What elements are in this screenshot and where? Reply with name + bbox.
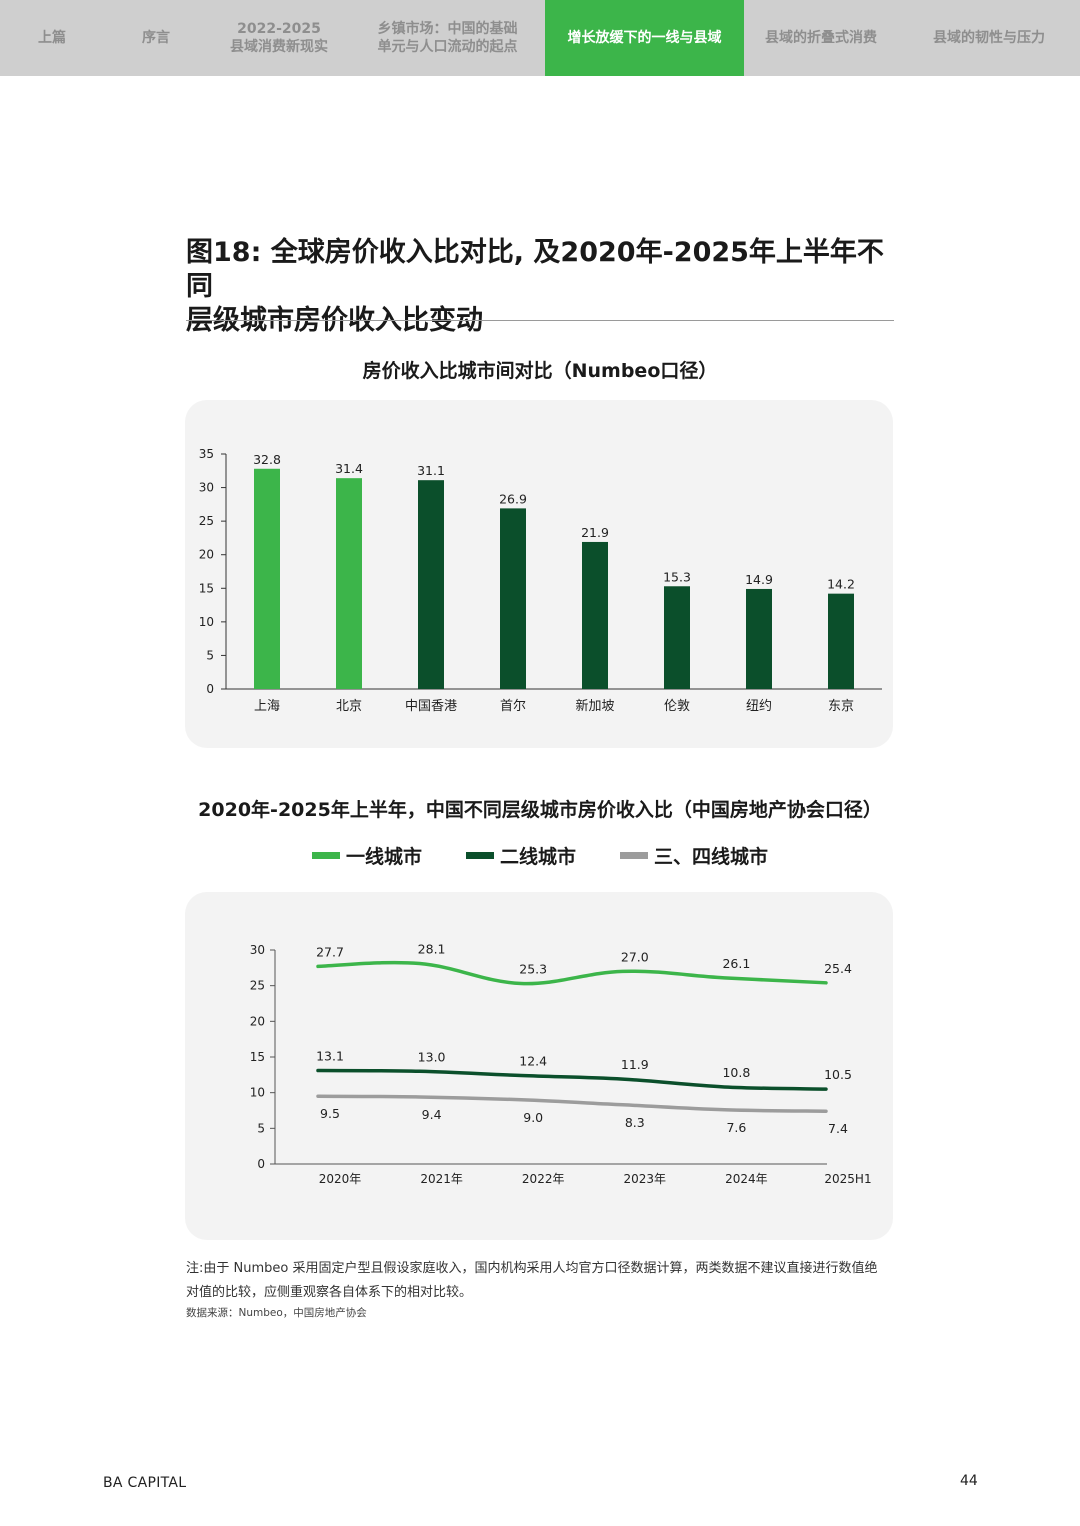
- tab-county-consumption-reality[interactable]: 2022-2025 县域消费新现实: [230, 21, 328, 55]
- point-value-label: 26.1: [722, 956, 750, 971]
- tab-tier1-and-county[interactable]: 增长放缓下的一线与县域: [545, 0, 744, 76]
- y-tick-label: 20: [199, 548, 214, 562]
- x-category-label: 2023年: [624, 1172, 667, 1186]
- bar: [418, 480, 444, 689]
- legend-swatch-tier3-4: [620, 851, 648, 859]
- page-number: 44: [960, 1473, 978, 1489]
- x-category-label: 2020年: [319, 1172, 362, 1186]
- bar-value-label: 31.4: [335, 461, 363, 476]
- legend-item-tier3-4: 三、四线城市: [620, 842, 768, 869]
- x-category-label: 2025H1: [824, 1172, 871, 1186]
- x-category-label: 2024年: [725, 1172, 768, 1186]
- point-value-label: 10.5: [824, 1067, 852, 1082]
- x-category-label: 2022年: [522, 1172, 565, 1186]
- figure-title: 图18: 全球房价收入比对比, 及2020年-2025年上半年不同 层级城市房价…: [186, 237, 884, 336]
- point-value-label: 28.1: [418, 942, 446, 957]
- point-value-label: 8.3: [625, 1115, 645, 1130]
- line-chart: 0 5 10 15 20 25 30 2020年 2021年 2022年 2023年 2024年 202…: [250, 942, 872, 1186]
- y-tick-label: 30: [250, 943, 265, 957]
- line-chart-panel: 0 5 10 15 20 25 30 2020年 2021年 2022年 2023年 2024年 202…: [185, 892, 893, 1240]
- x-category-label: 2021年: [420, 1172, 463, 1186]
- x-category-label: 上海: [254, 699, 280, 714]
- point-value-label: 11.9: [621, 1057, 649, 1072]
- point-value-label: 10.8: [722, 1065, 750, 1080]
- point-value-label: 25.4: [824, 961, 852, 976]
- point-value-label: 9.5: [320, 1106, 340, 1121]
- brand-logo-text: BA CAPITAL: [103, 1475, 187, 1491]
- x-category-label: 北京: [336, 699, 362, 714]
- bar: [254, 468, 280, 689]
- y-tick-label: 0: [206, 682, 214, 696]
- bar: [828, 593, 854, 689]
- y-tick-label: 25: [250, 979, 265, 993]
- x-category-label: 中国香港: [405, 699, 457, 714]
- bar-value-label: 32.8: [253, 452, 281, 467]
- point-value-label: 9.4: [422, 1107, 442, 1122]
- point-value-label: 9.0: [523, 1110, 543, 1125]
- bar-chart-panel: 0 5 10 15 20 25 30 35 32.8 上海 31.4 北京 31.1 中国香港 26.9 首尔…: [185, 400, 893, 748]
- y-tick-label: 15: [199, 581, 214, 595]
- y-tick-label: 15: [250, 1050, 265, 1064]
- tab-preface[interactable]: 序言: [142, 30, 170, 46]
- title-divider: [186, 320, 894, 321]
- point-value-label: 13.1: [316, 1049, 344, 1064]
- point-value-label: 25.3: [519, 962, 547, 977]
- series-line: [316, 1094, 828, 1113]
- legend-label-tier2: 二线城市: [499, 845, 576, 868]
- tab-township-market[interactable]: 乡镇市场：中国的基础 单元与人口流动的起点: [377, 21, 518, 55]
- y-tick-label: 35: [199, 447, 214, 461]
- series-line: [316, 1068, 828, 1091]
- bar-value-label: 15.3: [663, 569, 691, 584]
- point-value-label: 7.6: [726, 1120, 746, 1135]
- y-tick-label: 10: [199, 615, 214, 629]
- bar: [664, 586, 690, 689]
- y-tick-label: 5: [206, 648, 214, 662]
- tab-resilience-and-pressure[interactable]: 县域的韧性与压力: [933, 30, 1045, 46]
- point-value-label: 27.0: [621, 949, 649, 964]
- bar-value-label: 14.9: [745, 572, 773, 587]
- legend-item-tier2: 二线城市: [465, 842, 576, 869]
- bar-value-label: 31.1: [417, 463, 445, 478]
- tab-folded-consumption[interactable]: 县域的折叠式消费: [765, 30, 877, 46]
- point-value-label: 27.7: [316, 944, 344, 959]
- bar: [582, 541, 608, 689]
- footnote: 注:由于 Numbeo 采用固定户型且假设家庭收入，国内机构采用人均官方口径数据…: [186, 1261, 878, 1300]
- bar: [336, 478, 362, 689]
- y-tick-label: 30: [199, 481, 214, 495]
- point-value-label: 12.4: [519, 1054, 547, 1069]
- line-chart-legend: 一线城市 二线城市 三、四线城市: [186, 840, 894, 870]
- x-category-label: 首尔: [500, 699, 526, 714]
- series-line: [316, 960, 828, 986]
- bar: [500, 508, 526, 689]
- y-tick-label: 10: [250, 1086, 265, 1100]
- tab-part-one[interactable]: 上篇: [38, 30, 66, 46]
- legend-label-tier3-4: 三、四线城市: [654, 845, 769, 868]
- point-value-label: 13.0: [418, 1049, 446, 1064]
- x-category-label: 新加坡: [575, 698, 614, 714]
- bar-value-label: 14.2: [827, 577, 855, 592]
- bar-value-label: 26.9: [499, 491, 527, 506]
- bar: [746, 588, 772, 689]
- y-tick-label: 5: [257, 1121, 265, 1135]
- point-value-label: 7.4: [828, 1121, 848, 1136]
- legend-swatch-tier1: [311, 851, 340, 859]
- data-source: 数据来源：Numbeo，中国房地产协会: [186, 1307, 367, 1319]
- y-tick-label: 25: [199, 514, 214, 528]
- bar-chart: 0 5 10 15 20 25 30 35 32.8 上海 31.4 北京 31.1 中国香港 26.9 首尔…: [199, 447, 882, 714]
- legend-item-tier1: 一线城市: [311, 842, 422, 869]
- x-category-label: 纽约: [746, 699, 772, 714]
- y-tick-label: 0: [257, 1157, 265, 1171]
- bar-value-label: 21.9: [581, 525, 609, 540]
- top-navigation: 上篇 序言 2022-2025 县域消费新现实 乡镇市场：中国的基础 单元与人口…: [0, 0, 1080, 76]
- x-category-label: 东京: [828, 699, 854, 714]
- line-chart-title: 2020年-2025年上半年，中国不同层级城市房价收入比（中国房地产协会口径）: [198, 799, 882, 821]
- bar-chart-title: 房价收入比城市间对比（Numbeo口径）: [362, 360, 718, 382]
- y-tick-label: 20: [250, 1014, 265, 1028]
- x-category-label: 伦敦: [664, 698, 690, 714]
- legend-swatch-tier2: [465, 851, 494, 859]
- legend-label-tier1: 一线城市: [345, 845, 422, 868]
